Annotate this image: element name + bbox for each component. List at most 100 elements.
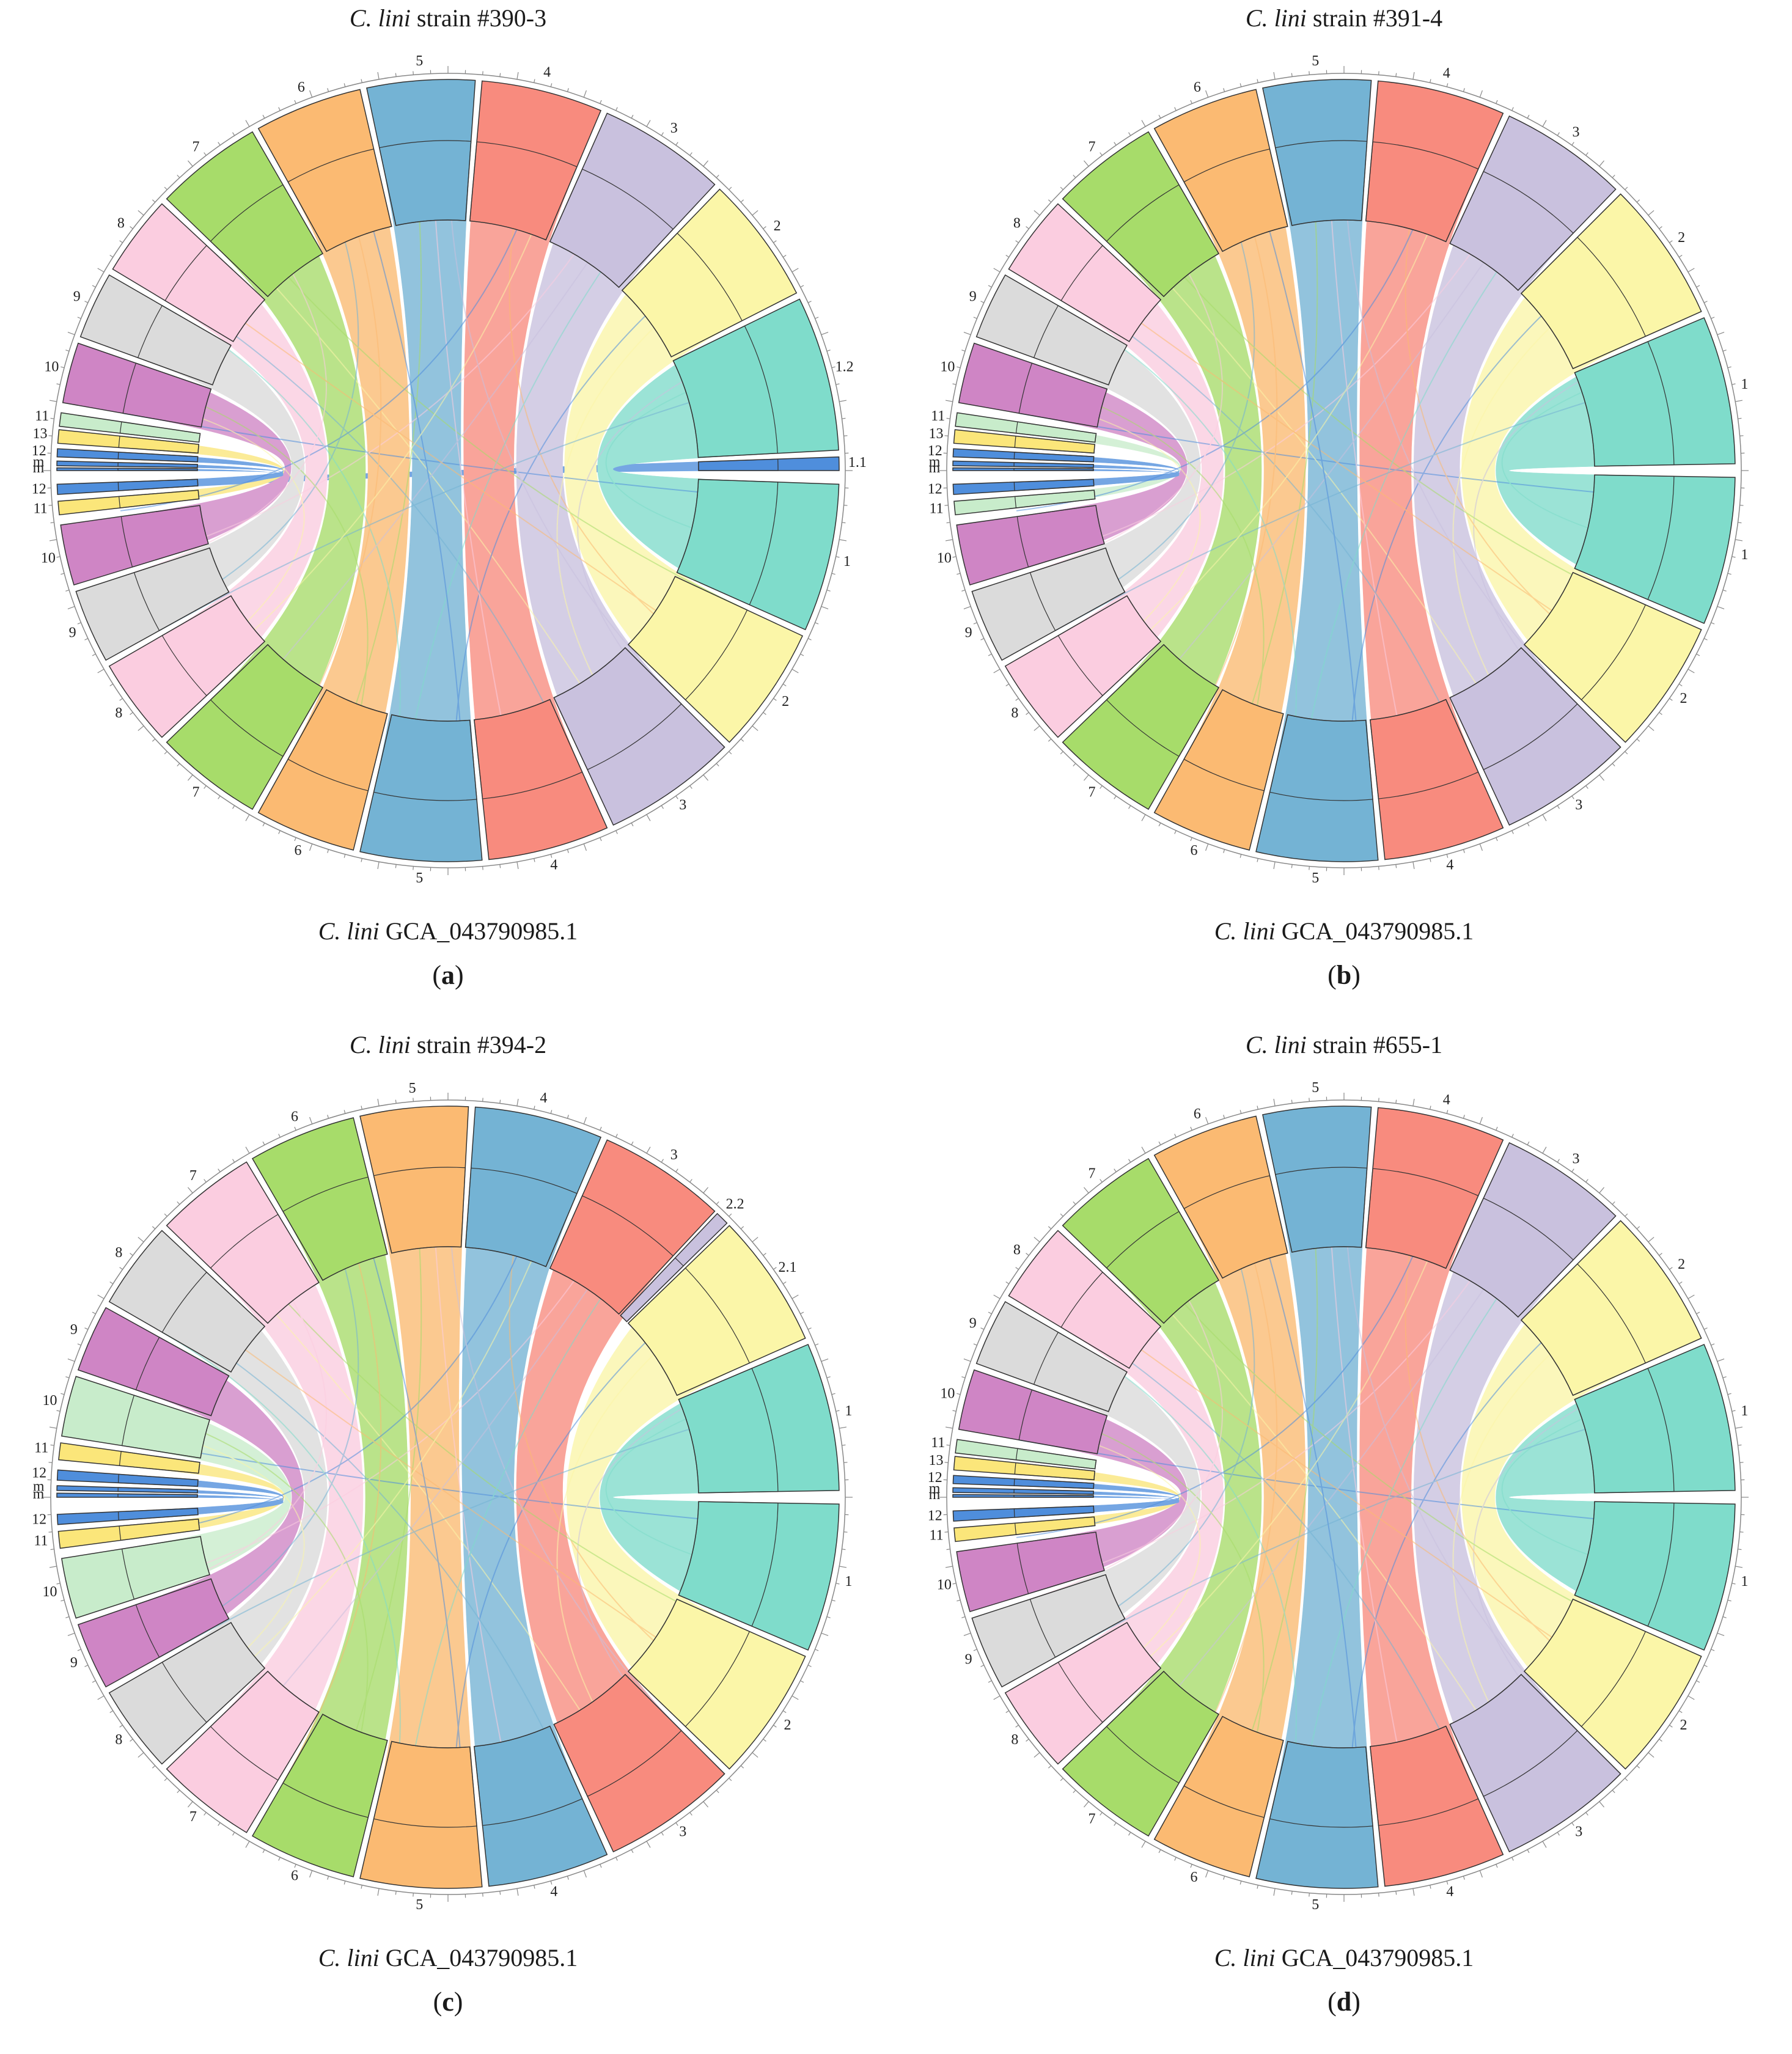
chromosome-inner-band (117, 1487, 198, 1494)
chromosome-label: 13 (929, 426, 944, 442)
chromosome-inner-band (1029, 1574, 1126, 1658)
chromosome-inner-band (620, 1257, 685, 1322)
chromosome-label: 7 (189, 1809, 197, 1825)
chromosome-label: 4 (1443, 1092, 1450, 1108)
chromosome-label: m (33, 460, 45, 476)
chromosome-inner-band (1015, 1516, 1096, 1535)
chromosome-label: 6 (1194, 1106, 1201, 1122)
panel-caption: (d) (1327, 1987, 1361, 2017)
chromosome-label: 1 (1741, 1403, 1748, 1419)
chromosome-label: 3 (1575, 797, 1582, 813)
chromosome-inner-band (1275, 140, 1368, 226)
chromosome-inner-band (1015, 490, 1096, 508)
chromosome-inner-band (1013, 462, 1094, 468)
panel-title: C. lini strain #655-1 (1245, 1031, 1443, 1058)
chromosome-inner-band (1018, 362, 1108, 428)
chromosome-segments (56, 79, 840, 862)
chromosome-inner-band (118, 435, 199, 454)
chromosome-label: 10 (937, 551, 952, 567)
chromosome-inner-band (628, 1267, 751, 1396)
chromosome-inner-band (1106, 1211, 1219, 1324)
chromosome-label: 9 (965, 625, 972, 641)
chromosome-inner-band (1013, 468, 1094, 471)
chromosome-label: 2.2 (726, 1197, 744, 1212)
reference-genome-label: C. lini GCA_043790985.1 (1214, 1944, 1474, 1971)
chromosome-inner-band (628, 1598, 751, 1727)
chromosome-label: 6 (1190, 1869, 1197, 1885)
chromosome-label: 3 (1572, 124, 1579, 140)
chromosome-label: 8 (117, 215, 125, 231)
chromosome-label: 2 (1680, 691, 1687, 706)
chromosome-inner-band (135, 1578, 230, 1658)
chromosome-inner-band (1521, 237, 1647, 370)
chromosome-inner-band (210, 1670, 320, 1781)
chromosome-inner-band (121, 1536, 210, 1600)
panel-title: C. lini strain #391-4 (1245, 4, 1443, 32)
reference-genome-label: C. lini GCA_043790985.1 (318, 917, 578, 945)
chromosome-label: 12 (928, 1470, 942, 1486)
chromosome-label: 4 (550, 857, 557, 873)
chromosome-label: 6 (1194, 79, 1201, 95)
chromosome-label: 11 (34, 1440, 48, 1456)
chromosome-inner-band (137, 305, 232, 386)
chromosome-inner-band (119, 421, 201, 443)
chromosome-inner-band (1275, 1167, 1368, 1253)
chromosome-label: 7 (1089, 1166, 1096, 1182)
chromosome-inner-band (122, 362, 212, 428)
chromosome-inner-band (210, 184, 323, 298)
chromosome-label: 7 (193, 784, 200, 800)
chromosome-label: 5 (1312, 870, 1319, 886)
chromosome-label: 8 (1013, 215, 1021, 231)
panel-d: C. lini strain #655-1 1 2 3 4 5 6 7 8 9 10 11 13 12 m… (896, 1027, 1792, 2053)
chromosome-inner-band (1524, 1598, 1647, 1727)
chromosome-inner-band (117, 468, 198, 471)
chromosome-label: 9 (969, 288, 977, 304)
chromosome-segments (952, 1106, 1736, 1889)
chromosome-label: m (33, 1486, 45, 1502)
chromosome-label: 9 (969, 1315, 977, 1331)
chromosome-label: 2 (774, 218, 781, 234)
chromosome-inner-band (117, 462, 198, 468)
chromosome-inner-band (121, 1395, 210, 1459)
chromosome-label: 3 (1572, 1151, 1579, 1167)
chromosome-label: 13 (929, 1453, 944, 1469)
chromosome-label: 2.1 (778, 1260, 796, 1275)
cross-links (1016, 140, 1673, 801)
chromosome-label: 3 (1575, 1824, 1582, 1839)
chromosome-label: 11 (931, 1435, 945, 1451)
chromosome-inner-band (210, 644, 323, 757)
chromosome-inner-band (474, 699, 583, 799)
chromosome-inner-band (164, 244, 265, 342)
chromosome-label: m (929, 460, 941, 476)
chromosome-label: 10 (43, 1584, 57, 1600)
chromosome-inner-band (1033, 305, 1128, 386)
chromosome-inner-band (1521, 1263, 1647, 1396)
chromosome-inner-band (117, 479, 199, 491)
chromosome-label: 9 (965, 1652, 972, 1668)
chromosome-label: 4 (1446, 1884, 1453, 1900)
chromosome-inner-band (1014, 435, 1095, 454)
ideogram-ticks (43, 66, 853, 875)
chromosome-inner-band (1106, 1670, 1219, 1784)
chromosome-inner-band (1449, 1197, 1574, 1318)
chromosome-inner-band (117, 1493, 198, 1498)
cross-links (120, 1167, 777, 1827)
chromosome-1.1 (697, 456, 840, 471)
chromosome-inner-band (161, 595, 265, 697)
chromosome-label: 5 (416, 870, 423, 886)
chromosome-inner-band (1524, 571, 1647, 700)
chromosome-label: 2 (782, 694, 789, 710)
cross-links (120, 140, 777, 801)
chromosome-inner-band (161, 1271, 265, 1373)
chromosome-inner-band (1269, 1740, 1373, 1828)
panel-b: C. lini strain #391-4 1 2 3 4 5 6 7 8 9 10 11 13 12 m… (896, 0, 1792, 1027)
chromosome-label: 10 (940, 1386, 955, 1402)
chromosome-inner-band (1574, 1501, 1675, 1627)
chromosome-inner-band (1013, 479, 1095, 491)
chromosome-label: 13 (33, 426, 48, 442)
chromosome-inner-band (135, 1337, 230, 1417)
